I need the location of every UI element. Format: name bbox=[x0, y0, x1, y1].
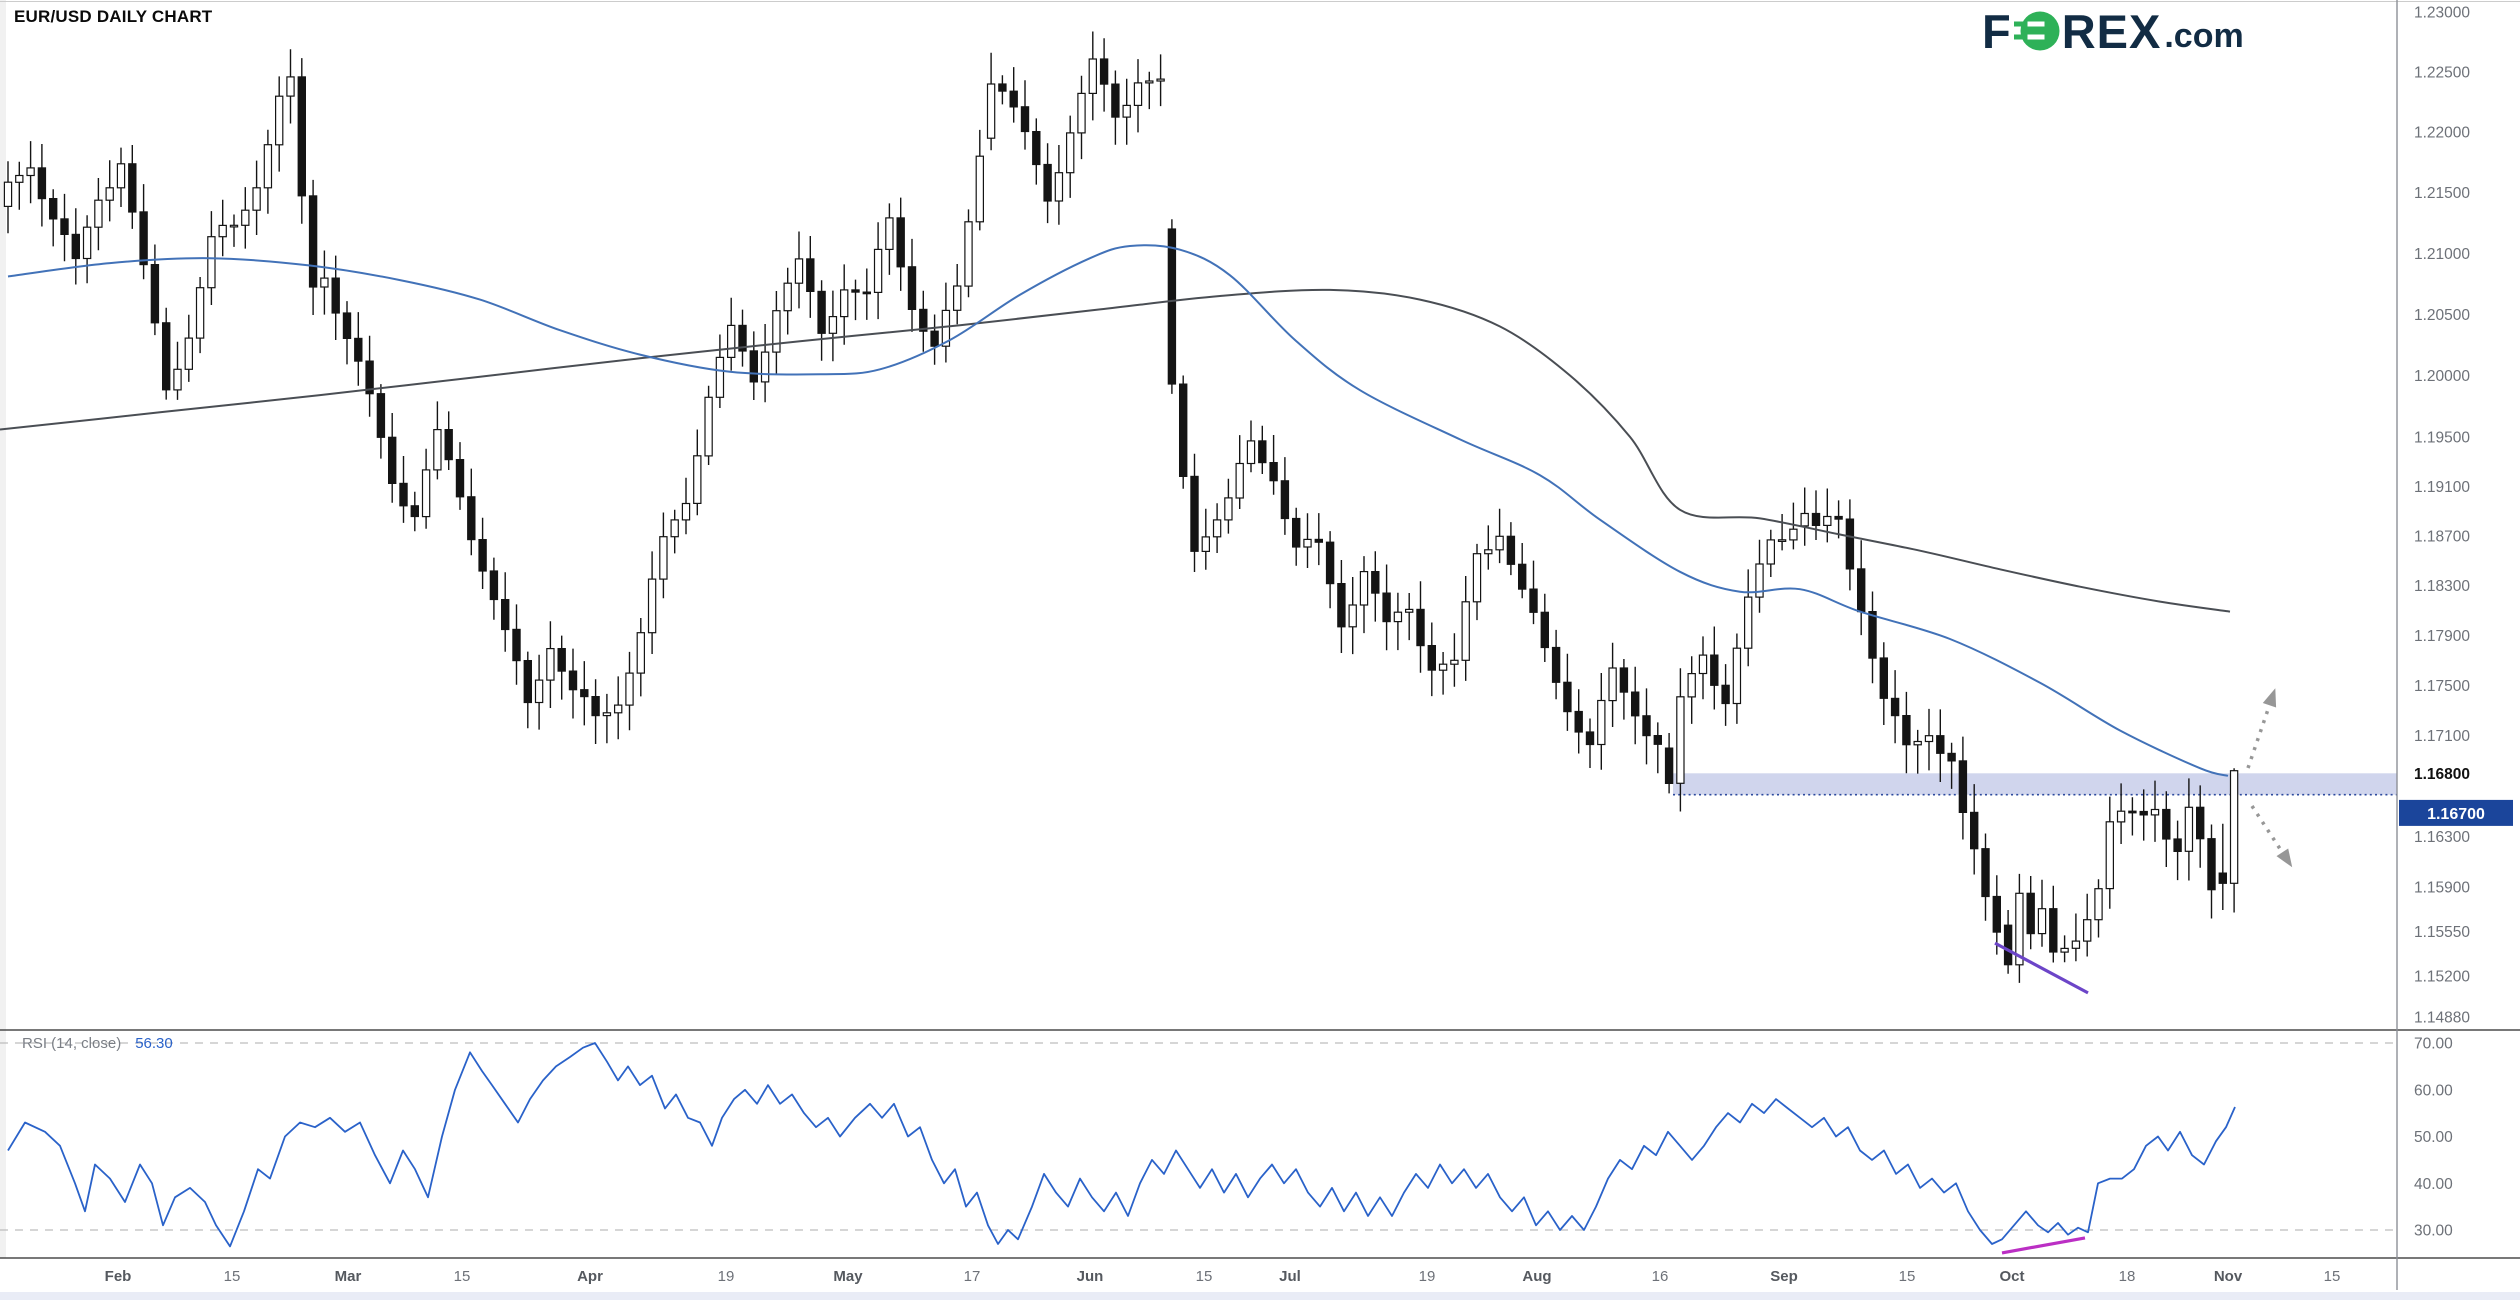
chart-title: EUR/USD DAILY CHART bbox=[14, 7, 213, 26]
price-axis-label: 1.23000 bbox=[2414, 5, 2470, 22]
rsi-line bbox=[7, 1042, 2236, 1248]
logo-letter-f: F bbox=[1982, 4, 2012, 58]
logo-euro-o-icon bbox=[2013, 8, 2060, 54]
price-axis-label: 1.19500 bbox=[2414, 429, 2470, 446]
scenario-down-arrow[interactable] bbox=[2250, 805, 2293, 868]
down-candles bbox=[37, 58, 2227, 966]
price-axis-label: 1.22000 bbox=[2414, 125, 2470, 142]
price-axis-label: 1.22500 bbox=[2414, 65, 2470, 82]
time-axis-label: 19 bbox=[1419, 1268, 1436, 1285]
time-axis-label: 19 bbox=[718, 1268, 735, 1285]
ma-slow-gray-line[interactable] bbox=[0, 288, 2231, 613]
price-axis-label: 1.21500 bbox=[2414, 185, 2470, 202]
price-axis-label: 1.16800 bbox=[2414, 766, 2470, 783]
price-divergence-trendline[interactable] bbox=[1994, 941, 2089, 995]
time-axis-label: Nov bbox=[2214, 1268, 2243, 1285]
forex-com-logo: F REX .com bbox=[1982, 6, 2244, 56]
support-zone[interactable] bbox=[1673, 773, 2397, 796]
rsi-legend: RSI (14, close) 56.30 bbox=[22, 1035, 173, 1052]
price-axis-label: 1.20000 bbox=[2414, 368, 2470, 385]
price-axis[interactable]: 1.23000 1.22500 1.22000 1.21500 1.21000 1.205… bbox=[2399, 5, 2513, 1027]
price-axis-label: 1.15900 bbox=[2414, 880, 2470, 897]
time-axis-label: Jun bbox=[1077, 1268, 1104, 1285]
rsi-axis-label: 70.00 bbox=[2414, 1036, 2453, 1053]
rsi-axis-label: 50.00 bbox=[2414, 1129, 2453, 1146]
time-axis-label: 15 bbox=[2324, 1268, 2341, 1285]
price-axis-label: 1.18700 bbox=[2414, 528, 2470, 545]
rsi-indicator-value: 56.30 bbox=[135, 1035, 173, 1052]
time-axis-label: May bbox=[833, 1268, 863, 1285]
time-axis-label: Sep bbox=[1770, 1268, 1798, 1285]
price-axis-label: 1.17900 bbox=[2414, 628, 2470, 645]
svg-text:1.16700: 1.16700 bbox=[2427, 806, 2485, 823]
rsi-panel[interactable]: 70.00 60.00 50.00 40.00 30.00 bbox=[0, 1036, 2453, 1248]
ma-fast-blue-line[interactable] bbox=[7, 244, 2229, 777]
time-axis-label: Jul bbox=[1279, 1268, 1301, 1285]
time-axis-label: 15 bbox=[454, 1268, 471, 1285]
time-axis-label: 18 bbox=[2119, 1268, 2136, 1285]
time-axis-label: 15 bbox=[1196, 1268, 1213, 1285]
current-price-badge: 1.16700 bbox=[2399, 799, 2513, 826]
candlestick-series[interactable] bbox=[3, 31, 2239, 983]
price-axis-label: 1.15200 bbox=[2414, 969, 2470, 986]
panel-frame bbox=[0, 0, 2520, 1258]
time-axis-label: Oct bbox=[1999, 1268, 2024, 1285]
price-axis-label: 1.20500 bbox=[2414, 307, 2470, 324]
rsi-divergence-trendline[interactable] bbox=[2001, 1236, 2086, 1255]
price-axis-label: 1.15550 bbox=[2414, 924, 2470, 941]
up-candles bbox=[3, 58, 2239, 966]
price-axis-label: 1.17500 bbox=[2414, 678, 2470, 695]
logo-letters-rex: REX bbox=[2061, 4, 2162, 58]
price-axis-label: 1.18300 bbox=[2414, 578, 2470, 595]
price-axis-label: 1.16300 bbox=[2414, 829, 2470, 846]
rsi-axis-label: 30.00 bbox=[2414, 1223, 2453, 1240]
price-axis-label: 1.17100 bbox=[2414, 728, 2470, 745]
price-axis-label: 1.21000 bbox=[2414, 246, 2470, 263]
time-axis-label: 15 bbox=[224, 1268, 241, 1285]
rsi-axis-label: 40.00 bbox=[2414, 1176, 2453, 1193]
time-axis-label: Apr bbox=[577, 1268, 603, 1285]
time-axis[interactable]: Feb 15 Mar 15 Apr 19 May 17 Jun 15 Jul 19 Aug 16 Sep 15… bbox=[105, 1268, 2341, 1285]
time-axis-label: Aug bbox=[1522, 1268, 1551, 1285]
time-axis-label: 17 bbox=[964, 1268, 981, 1285]
logo-suffix: .com bbox=[2164, 17, 2244, 55]
time-axis-label: Mar bbox=[335, 1268, 362, 1285]
time-axis-label: 16 bbox=[1652, 1268, 1669, 1285]
price-axis-label: 1.14880 bbox=[2414, 1010, 2470, 1027]
price-axis-label: 1.19100 bbox=[2414, 479, 2470, 496]
rsi-indicator-name: RSI (14, close) bbox=[22, 1035, 122, 1052]
time-axis-label: Feb bbox=[105, 1268, 132, 1285]
scenario-up-arrow[interactable] bbox=[2246, 688, 2277, 769]
rsi-axis-label: 60.00 bbox=[2414, 1082, 2453, 1099]
time-axis-label: 15 bbox=[1899, 1268, 1916, 1285]
